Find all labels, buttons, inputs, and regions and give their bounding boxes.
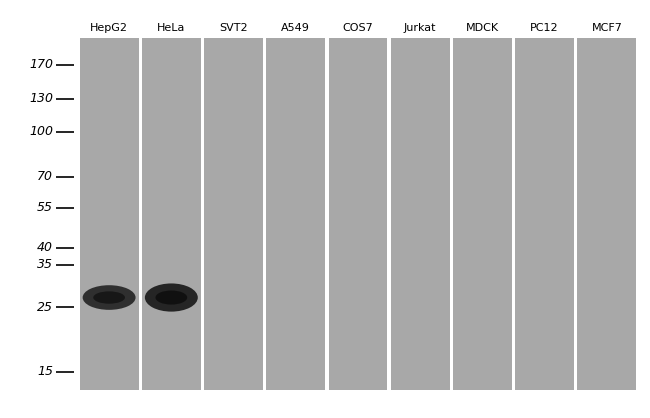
Text: HepG2: HepG2 <box>90 23 128 33</box>
Bar <box>329 38 387 390</box>
Text: A549: A549 <box>281 23 310 33</box>
Text: 70: 70 <box>37 171 53 184</box>
Ellipse shape <box>93 291 125 304</box>
Text: 55: 55 <box>37 201 53 214</box>
Text: 25: 25 <box>37 301 53 314</box>
Text: MCF7: MCF7 <box>592 23 622 33</box>
Bar <box>391 38 450 390</box>
Bar <box>453 38 512 390</box>
Text: 40: 40 <box>37 241 53 254</box>
Text: 100: 100 <box>29 125 53 138</box>
Text: PC12: PC12 <box>530 23 559 33</box>
Text: 35: 35 <box>37 258 53 271</box>
Bar <box>204 38 263 390</box>
Ellipse shape <box>155 291 187 305</box>
Bar <box>577 38 636 390</box>
Text: MDCK: MDCK <box>466 23 499 33</box>
Bar <box>266 38 325 390</box>
Text: 130: 130 <box>29 92 53 105</box>
Ellipse shape <box>145 283 198 311</box>
Text: COS7: COS7 <box>343 23 373 33</box>
Ellipse shape <box>83 285 136 310</box>
Bar <box>515 38 574 390</box>
Text: HeLa: HeLa <box>157 23 185 33</box>
Bar <box>80 38 138 390</box>
Bar <box>142 38 201 390</box>
Text: 170: 170 <box>29 58 53 71</box>
Text: 15: 15 <box>37 365 53 378</box>
Text: SVT2: SVT2 <box>219 23 248 33</box>
Text: Jurkat: Jurkat <box>404 23 436 33</box>
